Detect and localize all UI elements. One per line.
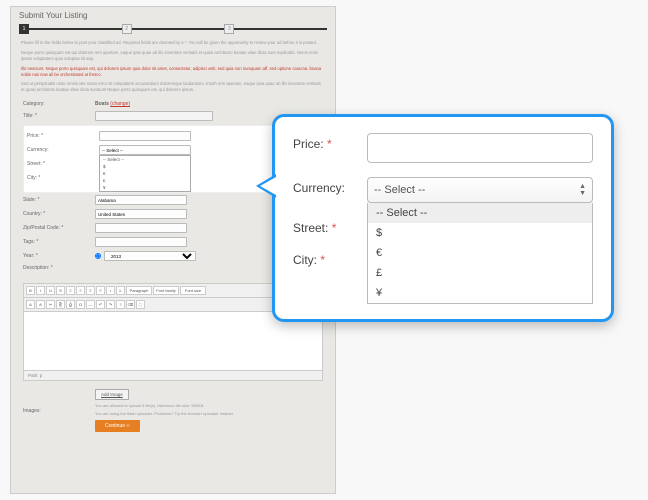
tb-btn[interactable]: ⌫	[126, 300, 135, 309]
currency-dropdown: -- Select -- $ € £ ¥	[99, 155, 191, 192]
callout-currency-label: Currency:	[293, 177, 367, 195]
step-1[interactable]: 1	[19, 24, 29, 34]
currency-option[interactable]: ¥	[100, 184, 190, 191]
currency-label: Currency:	[27, 147, 99, 153]
currency-option[interactable]: $	[100, 163, 190, 170]
zip-input[interactable]	[95, 223, 187, 233]
images-label: Images:	[23, 408, 95, 414]
page-title: Submit Your Listing	[11, 7, 335, 24]
city-label: City: *	[27, 175, 99, 181]
currency-option[interactable]: £	[100, 177, 190, 184]
tb-btn[interactable]: ⎙	[66, 300, 75, 309]
tb-align[interactable]: ≡	[86, 286, 95, 295]
desc-label: Description: *	[23, 265, 95, 271]
select-value: -- Select --	[374, 184, 425, 196]
callout-street-label: Street: *	[293, 217, 367, 235]
step-track	[132, 28, 225, 30]
tb-font[interactable]: Font family	[153, 286, 179, 295]
category-label: Category:	[23, 101, 95, 107]
tb-btn[interactable]: ✂	[46, 300, 55, 309]
tb-format[interactable]: Paragraph	[126, 286, 152, 295]
callout-row-currency: Currency: -- Select -- ▲▼ -- Select -- $…	[293, 177, 593, 203]
tb-align[interactable]: ≡	[76, 286, 85, 295]
state-label: State: *	[23, 197, 95, 203]
intro-line: Sed ut perspiciatis unde omnis iste natu…	[21, 81, 325, 93]
continue-button[interactable]: Continue ››	[95, 420, 140, 432]
step-3[interactable]: 3	[224, 24, 234, 34]
tb-bold[interactable]: B	[26, 286, 35, 295]
callout-bubble: Price: * Currency: -- Select -- ▲▼ -- Se…	[272, 114, 614, 322]
title-label: Title: *	[23, 113, 95, 119]
add-image-button[interactable]: Add Image	[95, 389, 129, 400]
callout-row-price: Price: *	[293, 133, 593, 163]
tb-btn[interactable]: ↷	[106, 300, 115, 309]
tb-strike[interactable]: S	[56, 286, 65, 295]
step-indicator: 1 2 3	[11, 24, 335, 34]
tb-btn[interactable]: Ω	[76, 300, 85, 309]
step-2[interactable]: 2	[122, 24, 132, 34]
tb-list[interactable]: •	[106, 286, 115, 295]
price-label: Price: *	[27, 133, 99, 139]
tb-btn[interactable]: —	[86, 300, 95, 309]
dropdown-option[interactable]: $	[368, 223, 592, 243]
tb-btn[interactable]: A	[26, 300, 35, 309]
year-label: Year: *	[23, 253, 95, 259]
dropdown-option[interactable]: €	[368, 243, 592, 263]
tb-btn[interactable]: ?	[116, 300, 125, 309]
zip-label: Zip/Postal Code: *	[23, 225, 95, 231]
price-input[interactable]	[99, 131, 191, 141]
callout-price-label: Price: *	[293, 133, 367, 151]
tb-size[interactable]: Font size	[180, 286, 206, 295]
callout-price-input[interactable]	[367, 133, 593, 163]
callout-currency-select[interactable]: -- Select -- ▲▼	[367, 177, 593, 203]
intro-line: Please fill in the fields below to post …	[21, 40, 325, 46]
country-label: Country: *	[23, 211, 95, 217]
year-select[interactable]: 2013	[104, 251, 196, 261]
tb-btn[interactable]: ↶	[96, 300, 105, 309]
dropdown-option[interactable]: ¥	[368, 283, 592, 303]
tags-label: Tags: *	[23, 239, 95, 245]
street-label: Street: *	[27, 161, 99, 167]
tb-btn[interactable]: ⛶	[136, 300, 145, 309]
tb-align[interactable]: ≡	[66, 286, 75, 295]
image-note: You are allowed to upload 5 file(s). Max…	[95, 403, 323, 408]
tb-btn[interactable]: A	[36, 300, 45, 309]
tb-align[interactable]: ≡	[96, 286, 105, 295]
callout-city-label: City: *	[293, 249, 367, 267]
intro-warning: Illo nesciunt. Neque porro quisquam est,…	[21, 66, 325, 78]
editor-path: Path: p	[24, 370, 322, 380]
tb-underline[interactable]: U	[46, 286, 55, 295]
editor-textarea[interactable]	[24, 312, 322, 370]
dropdown-option[interactable]: -- Select --	[368, 203, 592, 223]
tb-list[interactable]: 1.	[116, 286, 125, 295]
state-select[interactable]	[95, 195, 187, 205]
currency-select[interactable]	[99, 145, 191, 155]
dropdown-option[interactable]: £	[368, 263, 592, 283]
year-radio[interactable]	[95, 253, 101, 259]
tb-btn[interactable]: ⎘	[56, 300, 65, 309]
select-spinner-icon: ▲▼	[579, 183, 586, 197]
change-category-link[interactable]: (change)	[110, 101, 130, 107]
title-input[interactable]	[95, 111, 213, 121]
callout-currency-dropdown: -- Select -- $ € £ ¥	[367, 203, 593, 304]
row-category: Category: Boats (change)	[23, 101, 323, 107]
currency-option[interactable]: -- Select --	[100, 156, 190, 163]
images-section: Images: Add Image You are allowed to upl…	[11, 385, 335, 440]
currency-option[interactable]: €	[100, 170, 190, 177]
country-select[interactable]	[95, 209, 187, 219]
step-track	[234, 28, 327, 30]
category-value: Boats (change)	[95, 101, 323, 107]
step-track	[29, 28, 122, 30]
image-note: You are using the flash uploader. Proble…	[95, 411, 323, 416]
callout-arrow-icon	[256, 174, 276, 198]
intro-line: Neque porro quisquam est qui dolorem rem…	[21, 50, 325, 62]
tags-input[interactable]	[95, 237, 187, 247]
intro-text: Please fill in the fields below to post …	[11, 40, 335, 93]
tb-italic[interactable]: I	[36, 286, 45, 295]
